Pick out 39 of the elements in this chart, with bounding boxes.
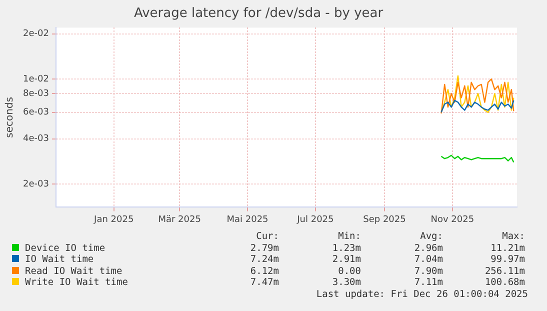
text: 3.30m	[331, 277, 361, 288]
x-tick-label: Jan 2025	[93, 214, 134, 225]
x-tick-label: Nov 2025	[430, 214, 474, 225]
legend-label: Device IO time	[24, 242, 106, 254]
text: Max:	[501, 231, 525, 242]
text: 7.47m	[249, 277, 279, 288]
text: Cur:	[255, 231, 279, 242]
text: 7.04m	[413, 254, 443, 266]
text: 100.68m	[484, 277, 525, 288]
legend-label: IO Wait time	[24, 254, 95, 266]
x-tick-label: Jul 2025	[296, 214, 334, 225]
text: 7.11m	[413, 277, 443, 288]
text: Min:	[337, 231, 361, 242]
chart-title: Average latency for /dev/sda - by year	[134, 6, 384, 22]
text: 7.24m	[249, 254, 279, 266]
text: 0.00	[337, 266, 361, 277]
text: Last update: Fri Dec 26 01:00:04 2025	[316, 289, 528, 300]
text: 99.97m	[490, 254, 525, 266]
x-tick-label: Mär 2025	[158, 214, 201, 225]
y-axis-title: seconds	[4, 96, 16, 138]
text: Avg:	[419, 231, 443, 242]
x-tick-label: Sep 2025	[363, 214, 406, 225]
text: 2.96m	[413, 242, 443, 254]
legend-label: Read IO Wait time	[24, 266, 124, 277]
x-tick-label: Mai 2025	[226, 214, 268, 225]
text: 6.12m	[249, 266, 279, 277]
y-tick-label: 2e-02	[22, 29, 49, 40]
y-tick-label: 6e-03	[22, 108, 49, 118]
legend-label: Write IO Wait time	[24, 277, 129, 288]
text: 2.91m	[331, 254, 361, 266]
text: 7.90m	[413, 266, 443, 277]
y-tick-label: 1e-02	[22, 74, 49, 84]
text: 11.21m	[490, 242, 525, 254]
text: 2.79m	[249, 242, 279, 254]
text: 256.11m	[484, 266, 525, 277]
text: 1.23m	[331, 242, 361, 254]
y-tick-label: 8e-03	[22, 88, 49, 99]
y-tick-label: 2e-03	[22, 179, 49, 190]
y-tick-label: 4e-03	[22, 134, 49, 144]
